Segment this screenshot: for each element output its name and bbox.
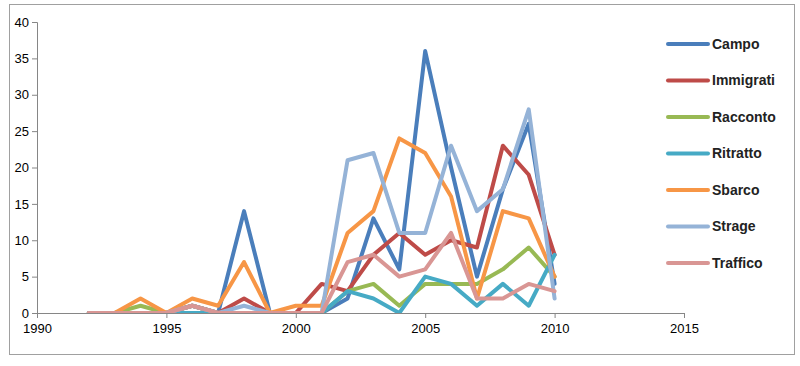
y-tick: 5 [22,269,37,284]
chart: 1990 1995 2000 2005 2010 2015 0 5 10 15 20 25 30 35 40… [0,0,800,366]
x-tick-label: 1990 [23,321,52,336]
legend-label: Racconto [712,109,776,125]
y-tick-label: 40 [15,15,29,30]
y-tick-label: 15 [15,197,29,212]
legend-label: Immigrati [712,72,775,88]
x-tick-label: 2010 [541,321,570,336]
legend-swatch [668,152,708,156]
x-tick: 1995 [152,313,181,336]
legend-swatch [668,42,708,46]
y-tick: 15 [15,197,37,212]
y-tick-mark [32,313,37,314]
series-line [89,109,555,313]
legend-swatch [668,79,708,83]
legend-label: Sbarco [712,182,759,198]
x-axis: 1990 1995 2000 2005 2010 2015 [23,313,699,336]
y-tick-label: 25 [15,124,29,139]
legend-entry: Strage [668,218,756,234]
legend-entry: Immigrati [668,72,775,88]
plot-area [89,51,555,313]
legend-swatch [668,115,708,119]
y-tick-label: 35 [15,51,29,66]
legend-label: Strage [712,218,756,234]
x-tick: 2000 [282,313,311,336]
legend-entry: Sbarco [668,182,759,198]
y-tick: 0 [22,306,37,321]
y-tick: 10 [15,233,37,248]
y-tick-label: 0 [22,306,29,321]
y-tick: 40 [15,15,37,30]
legend-label: Ritratto [712,145,762,161]
x-tick-mark [555,313,556,318]
y-axis: 0 5 10 15 20 25 30 35 40 [15,15,38,321]
y-tick: 35 [15,51,37,66]
y-tick: 25 [15,124,37,139]
y-tick: 30 [15,87,37,102]
x-tick-label: 2005 [411,321,440,336]
y-tick-mark [32,240,37,241]
y-tick-mark [32,58,37,59]
y-tick-mark [32,95,37,96]
x-tick-mark [425,313,426,318]
x-tick-mark [296,313,297,318]
x-tick-label: 2000 [282,321,311,336]
series-line [89,233,555,313]
y-tick-label: 5 [22,269,29,284]
legend-entry: Ritratto [668,145,762,161]
x-tick-label: 2015 [670,321,699,336]
x-axis-line [38,314,685,319]
series-line [89,146,555,313]
y-tick-mark [32,277,37,278]
legend-label: Traffico [712,255,763,271]
y-tick-label: 20 [15,160,29,175]
y-tick-label: 10 [15,233,29,248]
x-tick: 2005 [411,313,440,336]
legend-entry: Racconto [668,109,776,125]
x-tick-mark [684,313,685,318]
x-tick: 2010 [541,313,570,336]
y-tick-mark [32,168,37,169]
y-tick-label: 30 [15,87,29,102]
series-line [89,51,555,313]
series-line [89,138,555,313]
y-tick-mark [32,22,37,23]
legend-swatch [668,188,708,192]
chart-frame [10,5,795,355]
legend-swatch [668,261,708,265]
x-tick-label: 1995 [152,321,181,336]
legend-label: Campo [712,36,759,52]
legend-swatch [668,225,708,229]
legend: Campo Immigrati Racconto Ritratto Sbarco Stra… [668,36,776,271]
y-tick-mark [32,131,37,132]
x-tick: 2015 [670,313,699,336]
legend-entry: Campo [668,36,759,52]
y-axis-line [32,23,38,314]
y-tick: 20 [15,160,37,175]
y-tick-mark [32,204,37,205]
x-tick-mark [166,313,167,318]
legend-entry: Traffico [668,255,763,271]
